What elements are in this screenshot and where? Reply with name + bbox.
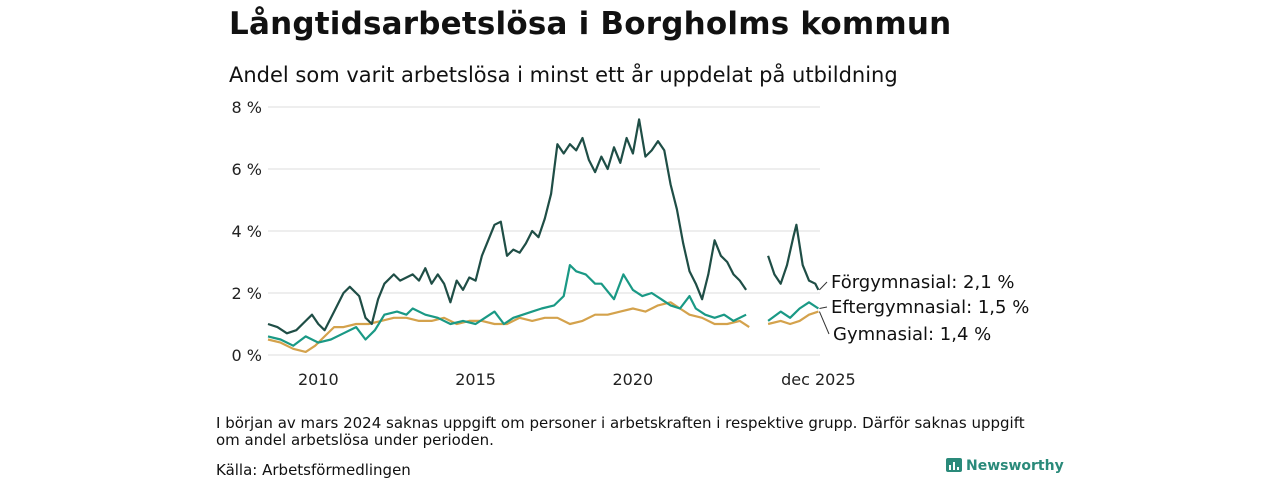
x-tick-label: 2010: [298, 370, 339, 389]
brand-name: Newsworthy: [966, 458, 1064, 474]
source-text: Källa: Arbetsförmedlingen: [216, 461, 411, 479]
end-label-forgymnasial: Förgymnasial: 2,1 %: [831, 272, 1015, 293]
newsworthy-logo: Newsworthy: [946, 458, 1064, 474]
chart-bars-icon: [946, 458, 962, 474]
y-tick-label: 2 %: [232, 284, 262, 303]
end-label-connector: [818, 311, 830, 335]
x-tick-label: 2015: [455, 370, 496, 389]
y-tick-label: 4 %: [232, 222, 262, 241]
y-tick-label: 8 %: [232, 98, 262, 117]
series-line-eftergymnasial: [267, 264, 820, 347]
line-chart: 0 % 2 % 4 % 6 % 8 % 2010 2015 2020 dec 2025 För…: [232, 98, 1030, 389]
footnote: I början av mars 2024 saknas uppgift om …: [216, 414, 1025, 449]
end-label-connector: [819, 281, 828, 291]
end-label-gymnasial: Gymnasial: 1,4 %: [833, 324, 991, 345]
series-line-gymnasial: [267, 301, 819, 353]
x-tick-label: dec 2025: [781, 370, 856, 389]
x-tick-label: 2020: [612, 370, 653, 389]
end-label-connector: [819, 306, 828, 309]
chart-title: Långtidsarbetslösa i Borgholms kommun: [229, 6, 952, 42]
chart-subtitle: Andel som varit arbetslösa i minst ett å…: [229, 63, 898, 87]
y-tick-label: 0 %: [232, 346, 262, 365]
series-line-forgymnasial: [267, 118, 820, 335]
end-label-eftergymnasial: Eftergymnasial: 1,5 %: [831, 297, 1029, 318]
y-tick-label: 6 %: [232, 160, 262, 179]
